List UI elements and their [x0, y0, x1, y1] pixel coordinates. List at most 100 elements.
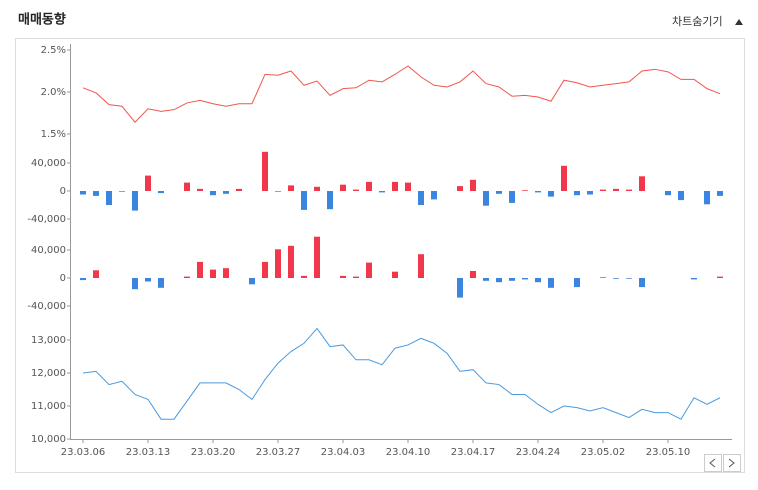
bar — [457, 278, 463, 298]
y-tick-label: 40,000 — [31, 245, 66, 256]
bar — [223, 191, 229, 194]
y-tick-label: 13,000 — [31, 335, 66, 346]
y-tick-label: 2.5% — [41, 45, 66, 56]
bar — [262, 261, 268, 278]
x-tick-label: 23.05.10 — [646, 447, 691, 458]
bar — [418, 254, 424, 278]
prev-button[interactable] — [704, 454, 722, 472]
y-tick-label: 0 — [60, 186, 66, 197]
y-tick-label: 10,000 — [31, 434, 66, 445]
bar — [600, 189, 606, 191]
x-tick-label: 23.03.20 — [191, 447, 236, 458]
bar — [574, 278, 580, 288]
bar — [353, 189, 359, 191]
bar — [145, 175, 151, 191]
bar — [275, 191, 281, 192]
bar — [496, 191, 502, 194]
bar — [158, 278, 164, 288]
y-tick-label: 40,000 — [31, 158, 66, 169]
next-icon[interactable] — [728, 458, 735, 468]
bar — [665, 191, 671, 196]
bar — [132, 278, 138, 290]
bar — [626, 278, 632, 279]
chart-toggle[interactable]: 차트숨기기 — [672, 15, 723, 28]
y-tick-label: 11,000 — [31, 401, 66, 412]
bar — [275, 249, 281, 278]
bar — [561, 165, 567, 191]
next-button[interactable] — [723, 454, 741, 472]
bar — [210, 191, 216, 196]
bar — [184, 276, 190, 278]
bar — [548, 278, 554, 288]
bar — [314, 236, 320, 278]
bar — [80, 191, 86, 195]
bar — [379, 191, 385, 193]
bar — [535, 191, 541, 193]
bar — [93, 191, 99, 196]
bar — [457, 186, 463, 191]
bar — [717, 276, 723, 278]
bar — [613, 278, 619, 279]
bar — [392, 271, 398, 278]
bar — [314, 186, 320, 191]
line-series — [82, 65, 721, 123]
bar — [639, 278, 645, 288]
bar — [509, 191, 515, 203]
bar — [262, 151, 268, 191]
bar — [119, 191, 125, 192]
bar — [483, 278, 489, 281]
bar — [392, 181, 398, 191]
x-tick-label: 23.04.10 — [386, 447, 431, 458]
bar — [717, 191, 723, 196]
bar — [431, 191, 437, 200]
bar — [93, 270, 99, 278]
bar — [288, 245, 294, 278]
bar — [184, 182, 190, 191]
bar — [548, 191, 554, 197]
x-tick-label: 23.04.24 — [516, 447, 561, 458]
bar — [587, 191, 593, 195]
x-tick-label: 23.04.03 — [321, 447, 366, 458]
x-tick-label: 23.03.13 — [126, 447, 171, 458]
bar — [145, 278, 151, 282]
bar — [600, 277, 606, 278]
bar — [366, 181, 372, 191]
y-tick-label: -40,000 — [27, 214, 66, 225]
bar — [496, 278, 502, 283]
bar — [483, 191, 489, 206]
bar — [574, 191, 580, 196]
bar — [301, 275, 307, 278]
bar — [80, 278, 86, 281]
bar — [405, 182, 411, 191]
y-tick-label: 1.5% — [41, 129, 66, 140]
bar — [353, 276, 359, 278]
bar — [236, 188, 242, 191]
chart-frame — [15, 38, 745, 473]
y-tick-label: -40,000 — [27, 301, 66, 312]
bar — [366, 262, 372, 278]
section-title: 매매동향 — [18, 12, 66, 28]
bar — [418, 191, 424, 205]
bar — [106, 191, 112, 205]
bar — [327, 191, 333, 210]
bar — [626, 189, 632, 191]
x-tick-label: 23.03.06 — [61, 447, 106, 458]
bar — [210, 269, 216, 278]
bar — [522, 278, 528, 280]
line-series — [82, 327, 721, 420]
y-tick-label: 0 — [60, 273, 66, 284]
bar — [509, 278, 515, 281]
prev-icon[interactable] — [709, 458, 716, 468]
bar — [613, 188, 619, 191]
bar — [301, 191, 307, 210]
bar — [249, 278, 255, 285]
bar — [691, 278, 697, 280]
bar — [223, 268, 229, 278]
bar — [522, 190, 528, 191]
bar — [158, 191, 164, 194]
toggle-arrow[interactable] — [735, 19, 743, 25]
bar — [678, 191, 684, 201]
bar — [197, 261, 203, 278]
x-tick-label: 23.03.27 — [256, 447, 301, 458]
